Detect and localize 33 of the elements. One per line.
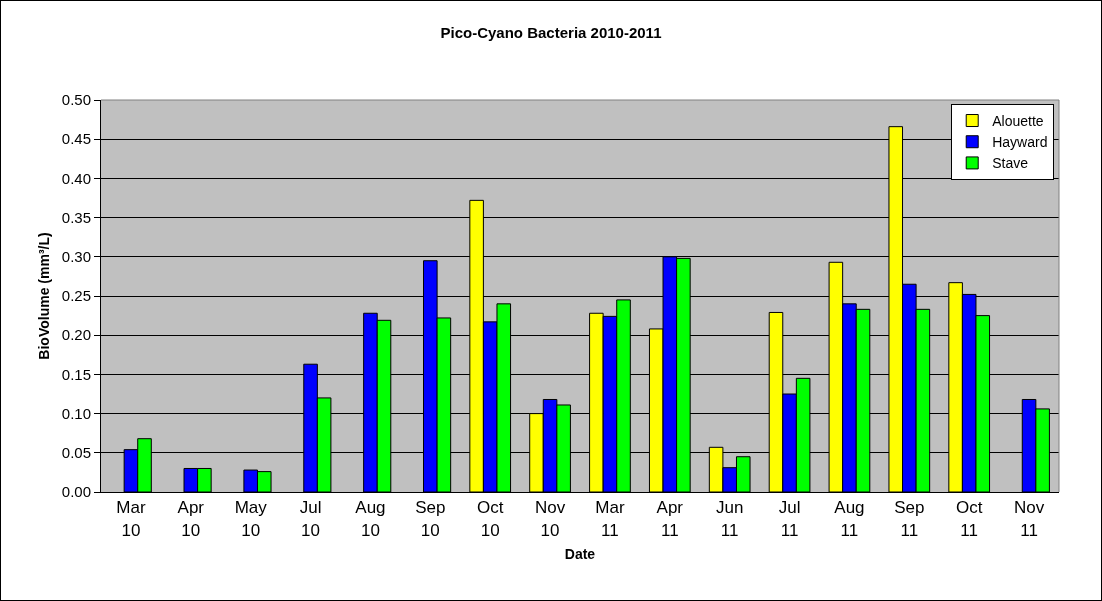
- y-tick-label: 0.50: [61, 91, 91, 109]
- chart-title: Pico-Cyano Bacteria 2010-2011: [440, 24, 662, 42]
- x-tick-label: Nov 10: [534, 498, 566, 540]
- x-tick-label: Aug 11: [834, 498, 865, 540]
- x-tick-label: Sep 11: [894, 498, 925, 540]
- x-tick-label: Sep 10: [415, 498, 446, 540]
- y-tick-label: 0.45: [61, 130, 91, 148]
- x-tick-label: Nov 11: [1013, 498, 1045, 540]
- legend-label: Hayward: [992, 134, 1048, 151]
- x-tick-label: Apr 11: [656, 498, 684, 540]
- y-tick-label: 0.05: [61, 444, 91, 462]
- y-tick-label: 0.15: [61, 365, 91, 383]
- x-tick-label: Oct 11: [955, 498, 983, 540]
- y-tick-label: 0.40: [61, 169, 91, 187]
- x-tick-label: May 10: [234, 498, 268, 540]
- y-tick-label: 0.10: [61, 404, 91, 422]
- x-tick-label: Jul 11: [778, 498, 801, 540]
- x-tick-label: Jun 11: [715, 498, 744, 540]
- legend-label: Alouette: [992, 112, 1044, 129]
- x-tick-label: Jul 10: [299, 498, 322, 540]
- x-tick-label: Apr 10: [177, 498, 205, 540]
- y-tick-label: 0.30: [61, 248, 91, 266]
- x-tick-label: Mar 11: [595, 498, 625, 540]
- x-tick-label: Mar 10: [116, 498, 146, 540]
- y-tick-label: 0.20: [61, 326, 91, 344]
- y-tick-label: 0.35: [61, 208, 91, 226]
- x-tick-label: Oct 10: [476, 498, 504, 540]
- y-tick-label: 0.00: [61, 483, 91, 501]
- legend-label: Stave: [992, 155, 1029, 172]
- y-axis-title: BioVolume (mm³/L): [36, 232, 53, 360]
- x-tick-label: Aug 10: [355, 498, 386, 540]
- y-tick-label: 0.25: [61, 287, 91, 305]
- x-axis-title: Date: [564, 545, 596, 562]
